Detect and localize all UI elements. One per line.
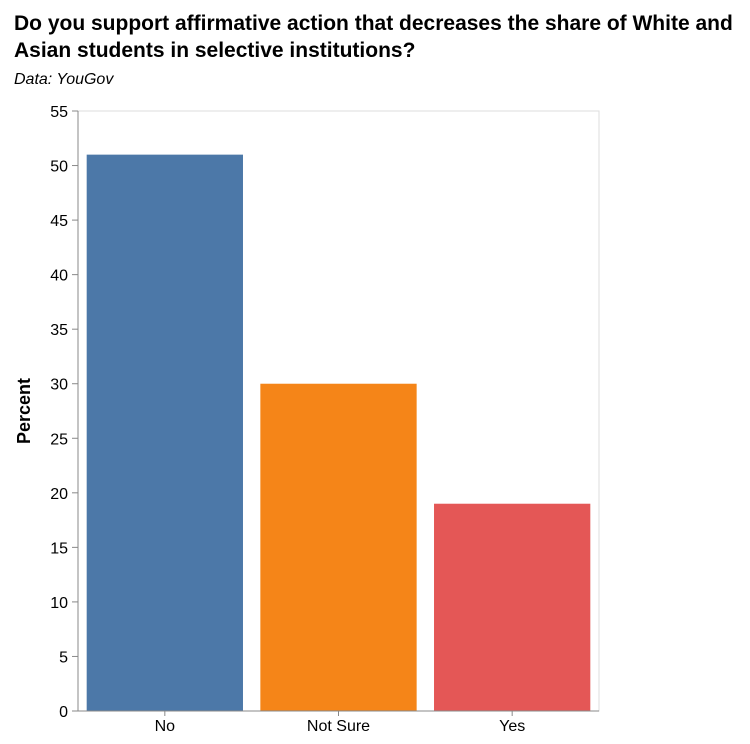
y-tick-label: 15 (50, 540, 68, 557)
y-tick-label: 35 (50, 322, 68, 339)
y-tick-label: 10 (50, 595, 68, 612)
y-tick-label: 45 (50, 213, 68, 230)
x-tick-label: No (155, 718, 176, 735)
bar-yes (434, 503, 591, 711)
bar-not-sure (260, 383, 417, 711)
y-tick-label: 25 (50, 431, 68, 448)
x-tick-label: Yes (499, 718, 525, 735)
y-axis-title: Percent (14, 378, 34, 444)
y-tick-label: 20 (50, 486, 68, 503)
chart-subtitle: Data: YouGov (14, 71, 114, 88)
y-tick-label: 5 (59, 649, 68, 666)
y-tick-label: 40 (50, 268, 68, 285)
y-tick-label: 0 (59, 704, 68, 721)
y-tick-label: 55 (50, 104, 68, 121)
plot-area: No Not Sure Yes 0 5 10 15 20 25 30 35 40 45 50 55 (50, 104, 600, 735)
chart-title: Do you support affirmative action that d… (14, 12, 733, 62)
y-tick-label: 30 (50, 377, 68, 394)
y-tick-label: 50 (50, 159, 68, 176)
x-tick-label: Not Sure (307, 718, 370, 735)
bar-no (86, 154, 243, 712)
